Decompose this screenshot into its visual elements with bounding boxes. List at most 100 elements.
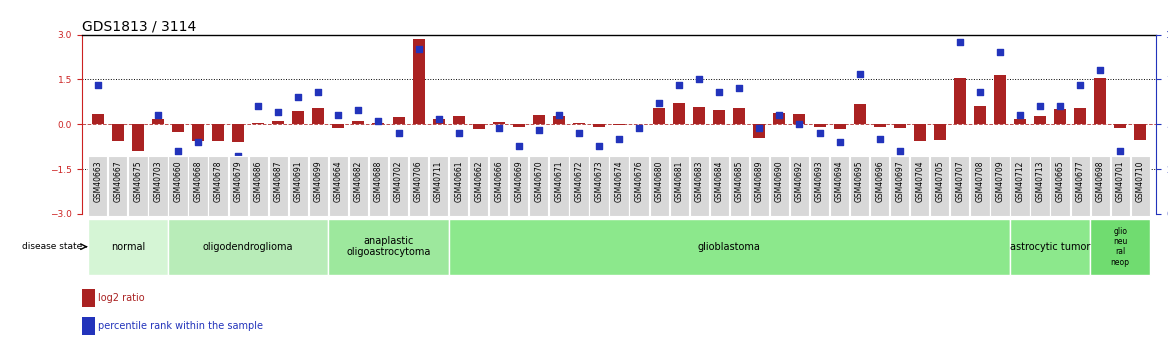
Point (570, 130, 589, 136)
Point (529, 127, 548, 132)
FancyBboxPatch shape (148, 157, 167, 216)
FancyBboxPatch shape (88, 218, 168, 275)
FancyBboxPatch shape (770, 157, 790, 216)
Bar (292, 111, 305, 124)
Point (269, 109, 287, 115)
Point (890, 148, 909, 154)
Bar (793, 114, 806, 124)
FancyBboxPatch shape (109, 157, 127, 216)
Bar (432, 119, 445, 124)
Bar (773, 113, 785, 124)
FancyBboxPatch shape (269, 157, 287, 216)
Bar (1094, 78, 1106, 124)
Text: GSM40678: GSM40678 (214, 160, 223, 202)
Point (89, 82, 107, 88)
Bar (473, 124, 485, 129)
FancyBboxPatch shape (669, 157, 689, 216)
Text: GSM40661: GSM40661 (454, 160, 464, 202)
Text: GSM40693: GSM40693 (815, 160, 823, 202)
Text: GSM40667: GSM40667 (113, 160, 123, 202)
Point (730, 86, 749, 91)
FancyBboxPatch shape (569, 157, 589, 216)
Point (288, 95, 307, 100)
Bar (92, 114, 104, 124)
Bar (613, 124, 625, 125)
Bar (874, 124, 885, 127)
Point (148, 112, 167, 118)
Text: GSM40686: GSM40686 (253, 160, 263, 202)
Point (870, 136, 889, 141)
Text: GSM40676: GSM40676 (634, 160, 644, 202)
Text: disease state: disease state (22, 242, 83, 251)
Text: GSM40708: GSM40708 (975, 160, 985, 202)
Bar (252, 123, 264, 124)
Text: GDS1813 / 3114: GDS1813 / 3114 (82, 19, 196, 33)
Text: GSM40695: GSM40695 (855, 160, 864, 202)
Point (649, 100, 668, 106)
Point (509, 143, 528, 148)
Bar (82, 317, 95, 335)
Bar (854, 104, 865, 124)
FancyBboxPatch shape (890, 157, 910, 216)
Point (951, 39, 969, 45)
Bar (453, 116, 465, 124)
Point (1131, 157, 1149, 163)
Point (850, 71, 869, 77)
Text: GSM40660: GSM40660 (174, 160, 182, 202)
Text: percentile rank within the sample: percentile rank within the sample (98, 321, 263, 331)
FancyBboxPatch shape (249, 157, 267, 216)
FancyBboxPatch shape (429, 157, 449, 216)
Bar (232, 124, 244, 142)
Text: GSM40675: GSM40675 (133, 160, 142, 202)
Bar (1075, 108, 1086, 124)
Bar (552, 116, 565, 124)
Bar (533, 115, 544, 124)
Bar (734, 108, 745, 124)
Bar (112, 124, 124, 141)
Bar (333, 124, 345, 128)
Point (690, 77, 709, 82)
Text: GSM40677: GSM40677 (1076, 160, 1085, 202)
Text: GSM40673: GSM40673 (595, 160, 604, 202)
FancyBboxPatch shape (710, 157, 729, 216)
FancyBboxPatch shape (168, 157, 188, 216)
Bar (82, 289, 95, 307)
Bar (272, 121, 284, 124)
Bar (593, 124, 605, 127)
Point (1010, 112, 1029, 118)
FancyBboxPatch shape (328, 157, 348, 216)
Point (128, 197, 147, 202)
Point (1071, 82, 1090, 88)
Text: astrocytic tumor: astrocytic tumor (1010, 242, 1090, 252)
FancyBboxPatch shape (349, 157, 368, 216)
Text: oligodendroglioma: oligodendroglioma (203, 242, 293, 252)
FancyBboxPatch shape (850, 157, 869, 216)
Bar (1034, 116, 1047, 124)
Bar (373, 123, 384, 124)
Point (630, 125, 648, 130)
Text: GSM40681: GSM40681 (675, 160, 683, 201)
FancyBboxPatch shape (529, 157, 549, 216)
Text: GSM40704: GSM40704 (916, 160, 924, 202)
Point (369, 118, 388, 124)
Text: GSM40697: GSM40697 (895, 160, 904, 202)
FancyBboxPatch shape (1050, 157, 1070, 216)
Text: GSM40669: GSM40669 (514, 160, 523, 202)
Bar (412, 39, 425, 124)
Text: GSM40709: GSM40709 (995, 160, 1004, 202)
Bar (894, 124, 905, 128)
Text: log2 ratio: log2 ratio (98, 293, 145, 303)
Bar (353, 121, 364, 124)
Text: GSM40694: GSM40694 (835, 160, 844, 202)
Point (389, 130, 408, 136)
Text: GSM40710: GSM40710 (1135, 160, 1145, 202)
Text: GSM40665: GSM40665 (1056, 160, 1064, 202)
Text: GSM40687: GSM40687 (273, 160, 283, 202)
Bar (994, 75, 1006, 124)
Text: GSM40713: GSM40713 (1036, 160, 1044, 202)
FancyBboxPatch shape (1111, 157, 1129, 216)
FancyBboxPatch shape (1010, 157, 1030, 216)
FancyBboxPatch shape (188, 157, 208, 216)
Text: GSM40691: GSM40691 (294, 160, 303, 202)
Text: glioblastoma: glioblastoma (697, 242, 760, 252)
